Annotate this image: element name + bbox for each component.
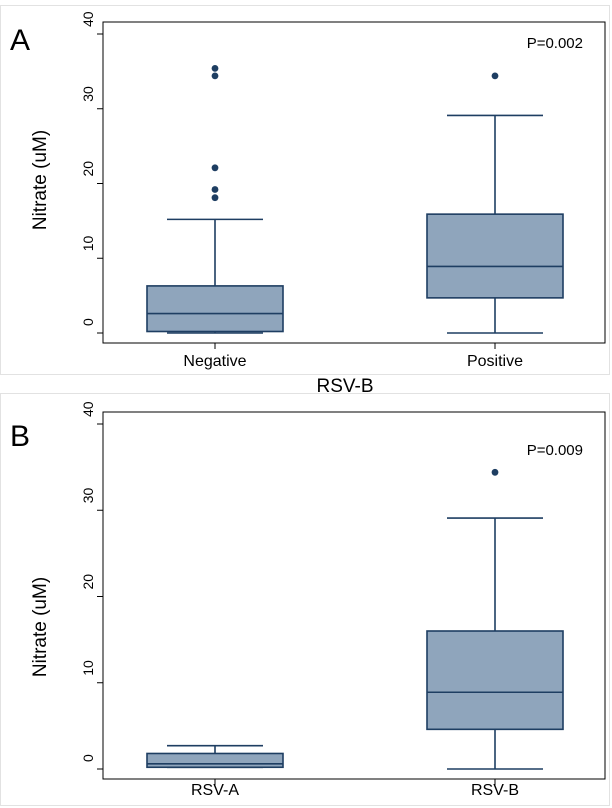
- y-tick-label: 40: [80, 11, 96, 27]
- y-axis-title: Nitrate (uM): [30, 130, 51, 230]
- y-tick-label: 20: [80, 161, 96, 177]
- outlier-point: [211, 72, 219, 80]
- box-iqr: [426, 213, 564, 299]
- y-tick-label: 30: [80, 86, 96, 102]
- outlier-point: [211, 64, 219, 72]
- box-iqr: [146, 752, 284, 769]
- outlier-point: [211, 194, 219, 202]
- box-rsv-b: [426, 468, 564, 770]
- y-tick-label: 10: [80, 660, 96, 676]
- panel-label: B: [10, 420, 30, 453]
- x-tick-label: Positive: [467, 353, 523, 370]
- y-tick-label: 0: [80, 754, 96, 762]
- x-axis-title: RSV-B: [316, 376, 373, 397]
- outlier-point: [211, 164, 219, 172]
- y-tick-label: 20: [80, 574, 96, 590]
- panel-frame: [0, 393, 610, 806]
- box-positive: [426, 72, 564, 334]
- p-value-annotation: P=0.002: [527, 35, 583, 52]
- chart-panel-b: 0 10 20 30 40 Nitrate (uM) B P=0.009 RSV-A RSV-B: [0, 393, 610, 806]
- box-rsv-a: [146, 744, 284, 769]
- outlier-point: [491, 468, 499, 476]
- y-tick-label: 40: [80, 401, 96, 417]
- chart-panel-a: 0 10 20 30 40 Nitrate (uM) A P=0.002 Negative Pos…: [0, 5, 610, 397]
- x-tick-label: Negative: [183, 353, 246, 370]
- y-tick-label: 0: [80, 318, 96, 326]
- x-tick-label: RSV-B: [471, 782, 519, 799]
- outlier-point: [491, 72, 499, 80]
- box-iqr: [426, 630, 564, 731]
- panel-frame: [0, 5, 610, 375]
- box-iqr: [146, 285, 284, 333]
- box-negative: [146, 64, 284, 334]
- y-axis-title: Nitrate (uM): [30, 577, 51, 677]
- y-tick-label: 10: [80, 235, 96, 251]
- x-tick-label: RSV-A: [191, 782, 239, 799]
- panel-label: A: [10, 24, 30, 57]
- y-tick-label: 30: [80, 487, 96, 503]
- p-value-annotation: P=0.009: [527, 442, 583, 459]
- outlier-point: [211, 186, 219, 193]
